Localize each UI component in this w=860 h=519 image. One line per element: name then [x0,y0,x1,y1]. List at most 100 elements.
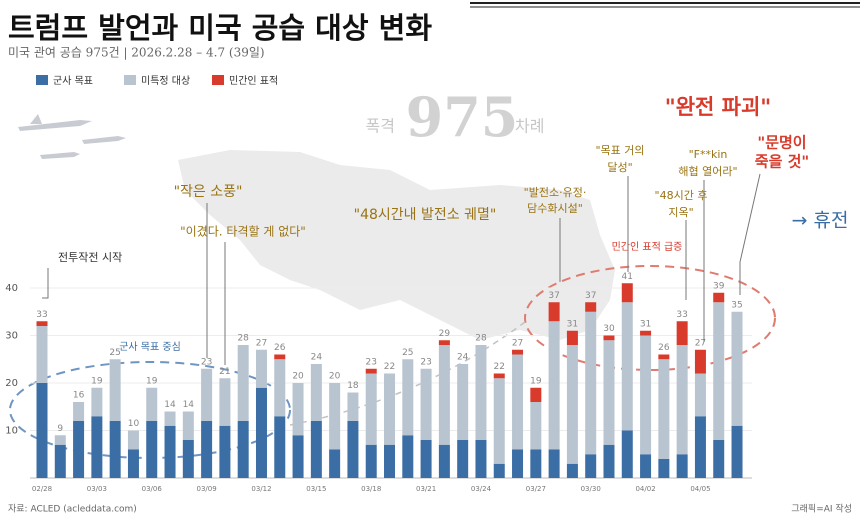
leader-line [739,173,761,295]
total-label: 27 [695,338,706,348]
annotation: 달성" [607,161,632,174]
bar-segment [658,354,670,360]
annotation: "목표 거의 [595,144,644,157]
bar-segment [438,345,450,445]
total-label: 21 [219,367,230,377]
total-label: 41 [622,272,633,282]
total-label: 23 [420,357,431,367]
total-label: 31 [567,319,578,329]
annotation: 군사 목표 중심 [119,341,181,353]
total-label: 26 [274,343,286,353]
bar-segment [548,321,560,450]
bar-segment [73,402,85,421]
credit: 그래픽=AI 작성 [791,504,852,515]
legend-swatch [36,75,48,85]
total-label: 20 [292,372,304,382]
bar-segment [713,302,725,440]
bar-segment [182,411,194,440]
bar-segment [292,383,304,436]
total-label: 37 [585,291,596,301]
bar-segment [329,383,341,450]
bar-segment [457,364,469,440]
total-label: 18 [347,381,359,391]
annotation: "48시간내 발전소 궤멸" [354,207,497,223]
x-tick-label: 03/24 [471,485,492,493]
bar-segment [91,416,103,478]
annotation: 지옥" [668,206,693,219]
bar-segment [127,449,139,478]
annotation: "문명이 [757,134,806,152]
bar-segment [621,302,633,431]
bar-segment [365,373,377,445]
total-label: 29 [439,329,451,339]
chart-subtitle: 미국 관여 공습 975건 | 2026.2.28 – 4.7 (39일) [8,46,265,60]
bar-segment [438,444,450,478]
bar-segment [585,302,597,312]
bar-segment [219,378,231,426]
bar-segment [713,440,725,478]
x-tick-label: 03/12 [251,485,271,493]
bar-segment [36,326,48,383]
bar-segment [512,349,524,355]
bar-segment [475,440,487,478]
total-label: 25 [109,348,120,358]
bar-segment [566,330,578,345]
bar-segment [585,454,597,478]
legend-label: 미특정 대상 [141,75,190,87]
total-label: 28 [475,334,487,344]
annotation: 민간인 표적 급증 [612,241,683,253]
total-label: 28 [237,334,249,344]
total-label: 37 [548,291,559,301]
bar-segment [255,349,267,388]
bar-segment [621,430,633,478]
y-tick-label: 20 [5,378,18,389]
annotation: "이겼다. 타격할 게 없다" [180,225,306,239]
total-label: 30 [603,324,615,334]
bar-segment [694,373,706,417]
bar-segment [658,359,670,459]
bar-segment [182,440,194,478]
bar-segment [621,283,633,303]
annotation: "48시간 후 [655,189,708,202]
legend-swatch [212,75,224,85]
total-label: 10 [128,419,140,429]
x-tick-label: 04/05 [690,485,710,493]
bar-segment [347,421,359,478]
background-number: 975 [406,85,519,149]
map-silhouette [178,150,615,340]
y-tick-label: 10 [5,426,18,437]
x-tick-label: 03/21 [416,485,436,493]
bar-segment [420,440,432,478]
total-label: 19 [530,376,542,386]
leader-line [42,268,49,299]
y-tick-label: 30 [5,331,18,342]
bar-segment [585,311,597,455]
bar-segment [402,435,414,478]
bar-segment [255,387,267,478]
bar-segment [457,440,469,478]
annotation: 전투작전 시작 [58,251,122,264]
x-tick-label: 03/06 [142,485,163,493]
bar-segment [603,444,615,478]
bar-segment [475,345,487,440]
annotation: "완전 파괴" [665,95,771,119]
bar-segment [640,454,652,478]
total-label: 27 [512,338,523,348]
total-label: 35 [731,300,742,310]
bar-segment [512,449,524,478]
bar-segment [347,392,359,421]
bar-segment [640,330,652,336]
total-label: 19 [91,376,103,386]
total-label: 19 [146,376,158,386]
bar-segment [36,383,48,478]
bar-segment [713,292,725,303]
bar-segment [237,345,249,421]
x-tick-label: 03/15 [306,485,326,493]
total-label: 33 [676,310,687,320]
total-label: 14 [183,400,195,410]
bar-segment [402,359,414,436]
bar-segment [91,387,103,417]
legend-label: 군사 목표 [53,75,93,87]
total-label: 27 [256,338,267,348]
bar-segment [603,340,615,445]
